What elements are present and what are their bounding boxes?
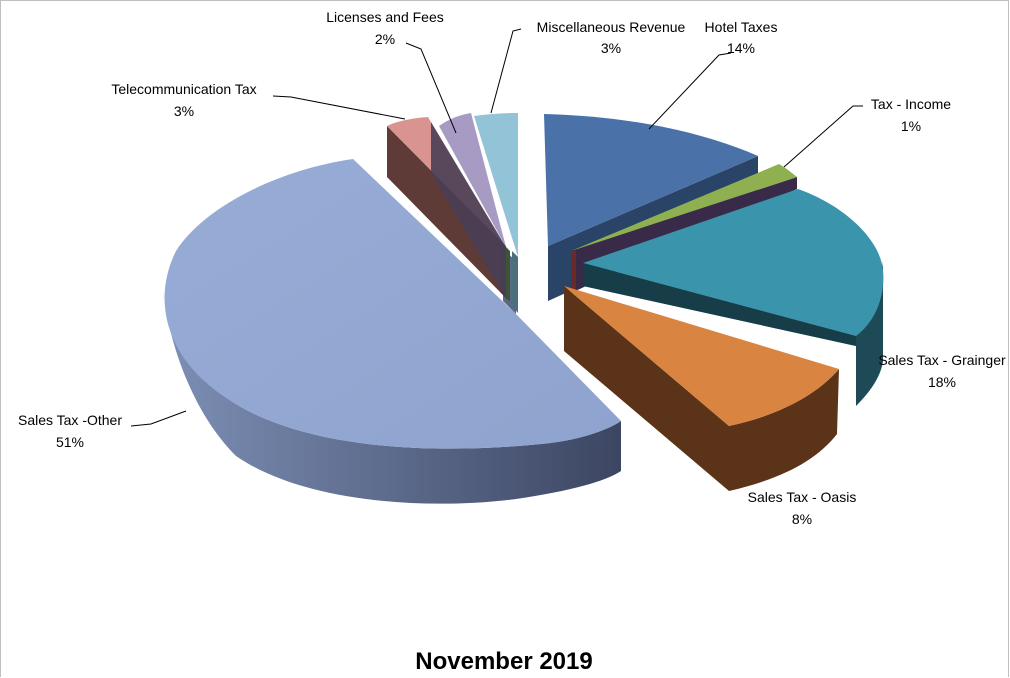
label-value: 2% [375, 31, 395, 47]
label-value: 51% [56, 434, 84, 450]
label-name: Tax - Income [871, 96, 951, 112]
label-name: Miscellaneous Revenue [537, 19, 686, 35]
label-hotel-taxes: Hotel Taxes 14% [705, 19, 778, 56]
chart-title: November 2019 [415, 648, 592, 675]
leader-sales-tax-other [131, 411, 186, 426]
label-sales-tax-grainger: Sales Tax - Grainger 18% [878, 352, 1006, 390]
label-miscellaneous-revenue: Miscellaneous Revenue 3% [537, 19, 686, 56]
leader-miscellaneous-revenue [491, 29, 521, 113]
label-name: Sales Tax - Oasis [748, 489, 857, 505]
label-value: 3% [601, 40, 621, 56]
label-value: 18% [928, 374, 956, 390]
leader-hotel-taxes [649, 53, 731, 129]
leader-telecommunication-tax [273, 96, 405, 119]
label-sales-tax-oasis: Sales Tax - Oasis 8% [748, 489, 857, 527]
label-licenses-and-fees: Licenses and Fees 2% [326, 9, 444, 47]
leader-tax-income [784, 106, 863, 167]
label-value: 14% [727, 40, 755, 56]
label-value: 3% [174, 103, 194, 119]
label-name: Telecommunication Tax [111, 81, 256, 97]
label-tax-income: Tax - Income 1% [871, 96, 951, 134]
label-name: Sales Tax -Other [18, 412, 122, 428]
label-name: Hotel Taxes [705, 19, 778, 35]
label-name: Licenses and Fees [326, 9, 444, 25]
label-name: Sales Tax - Grainger [878, 352, 1006, 368]
label-sales-tax-other: Sales Tax -Other 51% [18, 412, 122, 450]
label-value: 8% [792, 511, 812, 527]
label-value: 1% [901, 118, 921, 134]
label-telecommunication-tax: Telecommunication Tax 3% [111, 81, 256, 119]
